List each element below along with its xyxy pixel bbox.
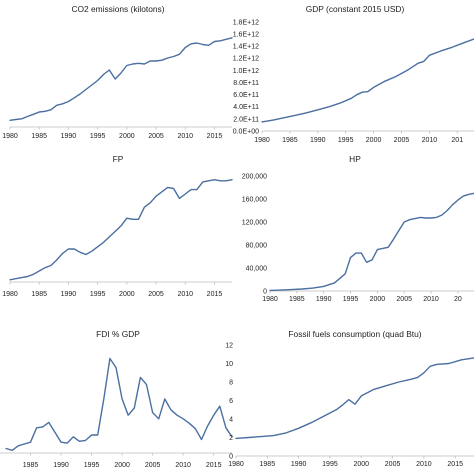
- series-line: [261, 38, 474, 123]
- y-tick-label: 4: [229, 416, 233, 423]
- x-tick-label: 20: [454, 296, 462, 303]
- y-tick-label: 10: [225, 361, 233, 368]
- y-tick-label: 2.0E+11: [233, 116, 259, 123]
- x-tick-label: 1995: [90, 133, 106, 140]
- x-tick-label: 2015: [207, 291, 223, 298]
- y-tick-label: 200,000: [242, 173, 267, 180]
- panel-fossil-fuels: Fossil fuels consumption (quad Btu) 0 2 4 6…: [225, 329, 474, 468]
- x-tick-label: 2015: [207, 133, 223, 140]
- x-tick-label: 2010: [175, 462, 191, 469]
- series-line: [9, 37, 233, 121]
- x-tick-label: 1980: [228, 461, 244, 468]
- x-tick-label: 2000: [114, 462, 130, 469]
- x-tick-label: 1990: [310, 137, 326, 144]
- y-tick-label: 1.4E+12: [233, 44, 259, 51]
- x-tick-label: 2010: [423, 296, 439, 303]
- x-tick-label: 1990: [53, 462, 69, 469]
- chart-title: HP: [349, 154, 361, 164]
- panel-hp: HP 0 40,000 80,000 120,000 160,000 200,000 198…: [242, 154, 474, 303]
- x-tick-label: 2005: [394, 137, 410, 144]
- y-tick-label: 6.0E+11: [233, 92, 259, 99]
- y-tick-label: 0: [229, 453, 233, 460]
- x-tick-label: 1980: [262, 296, 278, 303]
- chart-title: FDI % GDP: [96, 329, 140, 339]
- y-tick-label: 6: [229, 398, 233, 405]
- x-tick-label: 1980: [2, 291, 18, 298]
- x-tick-label: 2005: [385, 461, 401, 468]
- y-tick-label: 12: [225, 342, 233, 349]
- chart-title: GDP (constant 2015 USD): [306, 4, 405, 14]
- x-tick-label: 1985: [282, 137, 298, 144]
- y-tick-label: 160,000: [242, 196, 267, 203]
- x-tick-label: 1995: [90, 291, 106, 298]
- y-tick-label: 8.0E+11: [233, 80, 259, 87]
- y-tick-label: 40,000: [246, 265, 268, 272]
- y-tick-label: 1.0E+12: [233, 68, 259, 75]
- x-tick-label: 1995: [343, 296, 359, 303]
- chart-title: Fossil fuels consumption (quad Btu): [288, 329, 421, 339]
- y-tick-label: 4.0E+11: [233, 104, 259, 111]
- x-tick-label: 2000: [119, 133, 135, 140]
- x-tick-label: 2000: [353, 461, 369, 468]
- panel-fdi: FDI % GDP 1985 1990 1995 2000 2005 2010 2015: [0, 329, 233, 469]
- x-tick-label: 2015: [447, 461, 463, 468]
- x-tick-label: 2010: [177, 291, 193, 298]
- y-tick-label: 120,000: [242, 219, 267, 226]
- x-tick-label: 1990: [61, 291, 77, 298]
- x-tick-label: 1995: [338, 137, 354, 144]
- panel-gdp: GDP (constant 2015 USD) 0.0E+00 2.0E+11 4.…: [233, 4, 474, 144]
- x-tick-label: 2005: [148, 133, 164, 140]
- x-tick-label: 2000: [366, 137, 382, 144]
- x-tick-label: 1990: [291, 461, 307, 468]
- x-tick-label: 1985: [260, 461, 276, 468]
- x-tick-label: 2010: [422, 137, 438, 144]
- x-tick-label: 1990: [316, 296, 332, 303]
- y-tick-label: 8: [229, 379, 233, 386]
- y-tick-label: 1.2E+12: [233, 56, 259, 63]
- y-tick-label: 80,000: [246, 242, 268, 249]
- series-line: [269, 192, 474, 292]
- series-line: [235, 357, 474, 440]
- x-tick-label: 201: [451, 137, 463, 144]
- y-tick-label: 1.8E+12: [233, 19, 259, 26]
- x-tick-label: 2005: [396, 296, 412, 303]
- x-tick-label: 2010: [416, 461, 432, 468]
- panel-co2-emissions: CO2 emissions (kilotons) 1980 1985 1990 199…: [2, 4, 233, 140]
- x-tick-label: 1995: [84, 462, 100, 469]
- x-tick-label: 1995: [322, 461, 338, 468]
- x-tick-label: 1985: [31, 291, 47, 298]
- y-tick-label: 2: [229, 435, 233, 442]
- x-tick-label: 1980: [2, 133, 18, 140]
- x-tick-label: 1985: [31, 133, 47, 140]
- y-tick-label: 0: [263, 288, 267, 295]
- y-tick-label: 0.0E+00: [233, 128, 259, 135]
- panel-fp: FP 1980 1985 1990 1995 2000 2005 2010 2015: [2, 154, 233, 298]
- chart-title: FP: [113, 154, 124, 164]
- series-line: [5, 357, 233, 451]
- x-tick-label: 2010: [177, 133, 193, 140]
- x-tick-label: 1985: [23, 462, 39, 469]
- x-tick-label: 2000: [370, 296, 386, 303]
- x-tick-label: 2000: [119, 291, 135, 298]
- x-tick-label: 1980: [254, 137, 270, 144]
- chart-title: CO2 emissions (kilotons): [71, 4, 164, 14]
- series-line: [9, 179, 233, 281]
- x-tick-label: 1985: [289, 296, 305, 303]
- y-tick-label: 1.6E+12: [233, 32, 259, 39]
- x-tick-label: 2005: [145, 462, 161, 469]
- x-tick-label: 2005: [148, 291, 164, 298]
- x-tick-label: 1990: [61, 133, 77, 140]
- x-tick-label: 2015: [206, 462, 222, 469]
